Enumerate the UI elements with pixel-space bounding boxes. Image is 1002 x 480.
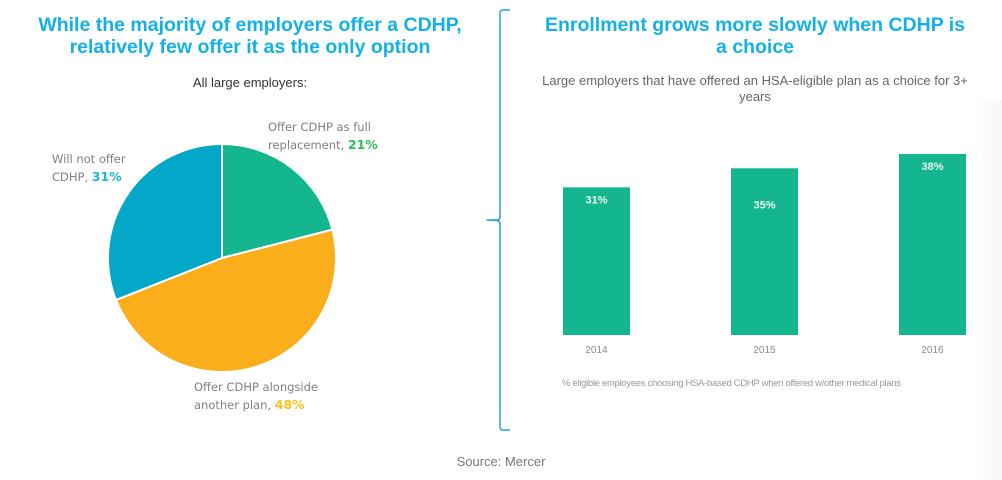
pie-label-line1: Will not offer xyxy=(52,152,126,166)
bar-chart: 31% 2014 35% 2015 38% 2016 xyxy=(563,154,966,356)
bar-value-label: 31% xyxy=(585,194,607,206)
pie-label-value: 21% xyxy=(347,137,378,152)
pie-label-value: 48% xyxy=(274,397,305,412)
pie-label-line2: replacement, 21% xyxy=(268,136,378,154)
bar-subtitle: Large employers that have offered an HSA… xyxy=(542,73,968,104)
pie-label-line1: Offer CDHP as full xyxy=(268,120,371,134)
bar-value-label: 35% xyxy=(753,199,775,211)
pie-label-text: CDHP, xyxy=(52,170,89,184)
bar-2015 xyxy=(731,168,798,335)
pie-subtitle: All large employers: xyxy=(192,75,308,90)
x-tick-label: 2014 xyxy=(585,345,608,356)
pie-label-line2: CDHP, 31% xyxy=(52,168,126,186)
bar-2014 xyxy=(563,187,630,335)
pie-chart xyxy=(107,142,337,373)
pie-slice-1 xyxy=(221,142,334,260)
x-tick-label: 2015 xyxy=(753,345,776,356)
pie-label-value: 31% xyxy=(91,169,122,184)
pie-label-will-not-offer: Will not offer CDHP, 31% xyxy=(52,150,126,186)
left-panel-title: While the majority of employers offer a … xyxy=(38,14,462,58)
x-tick-label: 2016 xyxy=(921,345,944,356)
source-note: Source: Mercer xyxy=(456,454,546,469)
bar-chart-footnote: % eligible employees choosing HSA-based … xyxy=(562,378,901,389)
bar-2016 xyxy=(899,154,966,335)
right-panel-title: Enrollment grows more slowly when CDHP i… xyxy=(544,14,966,58)
pie-slice-2 xyxy=(114,228,337,373)
pie-slice-3 xyxy=(107,142,223,302)
pie-label-text: replacement, xyxy=(268,138,345,152)
pie-label-line2: another plan, 48% xyxy=(194,396,318,414)
bar-value-label: 38% xyxy=(921,161,943,173)
pie-label-full-replacement: Offer CDHP as full replacement, 21% xyxy=(268,118,378,154)
edge-shade xyxy=(975,100,1002,480)
bracket-divider xyxy=(486,9,510,431)
pie-label-text: another plan, xyxy=(194,398,272,412)
pie-label-line1: Offer CDHP alongside xyxy=(194,380,318,394)
pie-label-alongside: Offer CDHP alongside another plan, 48% xyxy=(194,378,318,414)
